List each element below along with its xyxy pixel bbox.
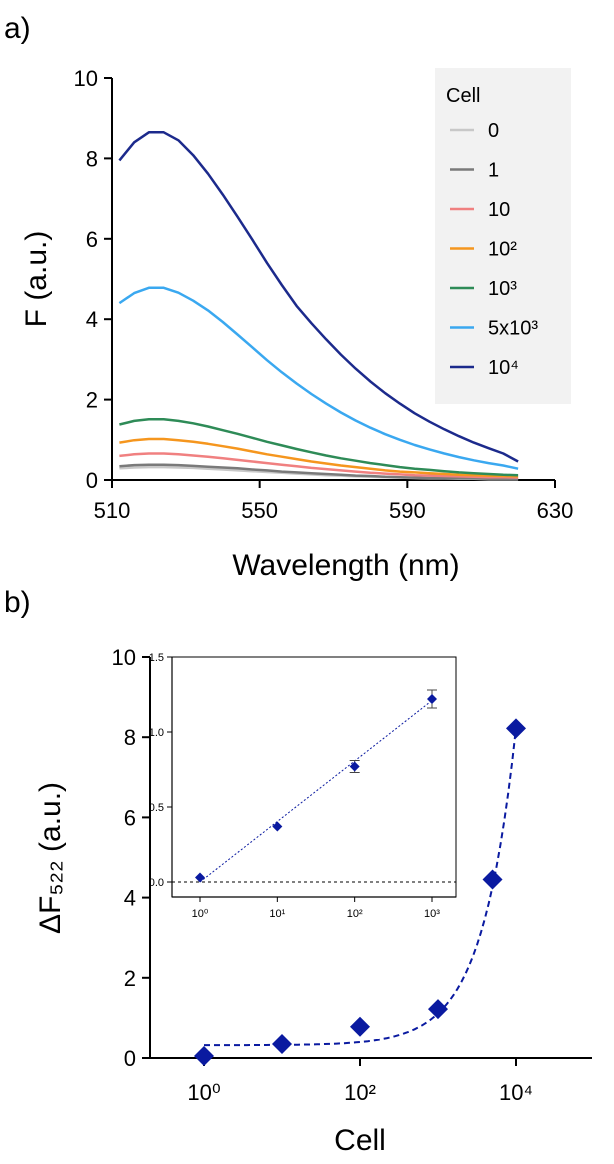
- panel-b-y-tick-label: 6: [124, 805, 136, 830]
- panel-a-series-line: [119, 418, 519, 477]
- panel-b-data-point: [428, 999, 448, 1020]
- panel-a-y-tick-label: 0: [86, 468, 98, 493]
- panel-a-series-line: [119, 463, 519, 481]
- panel-b-y-tick-label: 2: [124, 966, 136, 991]
- inset-frame: [171, 656, 457, 898]
- panel-a-x-tick-label: 550: [241, 498, 278, 523]
- panel-b-x-axis-label: Cell: [334, 1124, 386, 1157]
- panel-b-y-tick-label: 4: [124, 886, 136, 911]
- panel-b-data-point: [194, 1045, 214, 1066]
- panel-b-y-tick-label: 8: [124, 725, 136, 750]
- inset-data-point: [272, 821, 283, 832]
- inset-data-point: [195, 872, 205, 883]
- panel-a-legend-label: 10²: [488, 239, 517, 261]
- panel-b-y-tick-label: 0: [124, 1046, 136, 1071]
- panel-b-chart: 0 2 4 6 8 10 10⁰ 10² 10⁴ Cell ΔF₅₂₂ (a.u.): [34, 645, 592, 1157]
- panel-a-chart: 0 2 4 6 8 10 510 550 590 630 Cell 0 1 10 10² 10³ 5x10³ 1…: [20, 66, 573, 582]
- panel-a-x-axis-label: Wavelength (nm): [232, 549, 459, 582]
- panel-b-y-tick-label: 10: [112, 645, 136, 670]
- panel-a-series-line: [119, 452, 519, 479]
- panel-b-data-point: [506, 718, 526, 739]
- panel-b-data-point: [482, 869, 503, 890]
- panel-b-y-axis-label: ΔF₅₂₂ (a.u.): [34, 782, 67, 934]
- panel-a-legend-title: Cell: [446, 85, 480, 107]
- panel-b-label: b): [4, 586, 31, 619]
- inset-data-point: [349, 761, 360, 772]
- inset-y-tick-label: 0.5: [149, 802, 164, 814]
- inset-y-tick-label: 1.0: [149, 727, 164, 739]
- panel-a-y-tick-label: 8: [86, 146, 98, 171]
- panel-b-inset: 0.0 0.5 1.0 1.5 10⁰ 10¹ 10² 10³: [149, 652, 457, 920]
- inset-x-tick-label: 10⁰: [192, 908, 209, 920]
- panel-b-data-point: [272, 1033, 292, 1054]
- inset-y-tick-label: 0.0: [149, 877, 164, 889]
- inset-y-tick-label: 1.5: [149, 652, 164, 664]
- inset-x-tick-label: 10²: [347, 908, 363, 920]
- panel-a-y-tick-label: 4: [86, 307, 98, 332]
- panel-a-legend-label: 10⁴: [488, 357, 519, 379]
- panel-a-label: a): [4, 12, 31, 45]
- panel-a-y-axis-label: F (a.u.): [20, 231, 53, 328]
- panel-a-y-tick-label: 10: [74, 66, 98, 91]
- panel-b-x-tick-label: 10⁰: [187, 1080, 220, 1105]
- panel-a-legend-label: 5x10³: [488, 318, 538, 340]
- inset-x-tick-label: 10¹: [269, 908, 285, 920]
- panel-a-series-line: [119, 437, 519, 478]
- inset-data-point: [427, 694, 437, 704]
- panel-b-data-point: [350, 1016, 370, 1037]
- inset-x-tick-label: 10³: [424, 908, 440, 920]
- panel-a-y-tick-label: 6: [86, 227, 98, 252]
- panel-a-legend-box: [435, 68, 571, 404]
- panel-a-x-tick-label: 630: [537, 498, 574, 523]
- panel-a-legend-label: 10³: [488, 278, 517, 300]
- panel-a-legend-label: 0: [488, 120, 499, 142]
- panel-a-series-line: [118, 286, 519, 470]
- panel-b-x-tick-label: 10⁴: [499, 1080, 533, 1105]
- panel-a-series-line: [118, 131, 519, 463]
- panel-b-x-tick-label: 10²: [344, 1080, 376, 1105]
- panel-a-y-tick-label: 2: [86, 388, 98, 413]
- panel-a-legend-label: 10: [488, 199, 510, 221]
- inset-fit-line: [199, 700, 433, 883]
- panel-b-fit-curve: [204, 727, 517, 1047]
- panel-a-legend-label: 1: [488, 160, 499, 182]
- panel-a-x-tick-label: 510: [94, 498, 131, 523]
- panel-a-x-tick-label: 590: [389, 498, 426, 523]
